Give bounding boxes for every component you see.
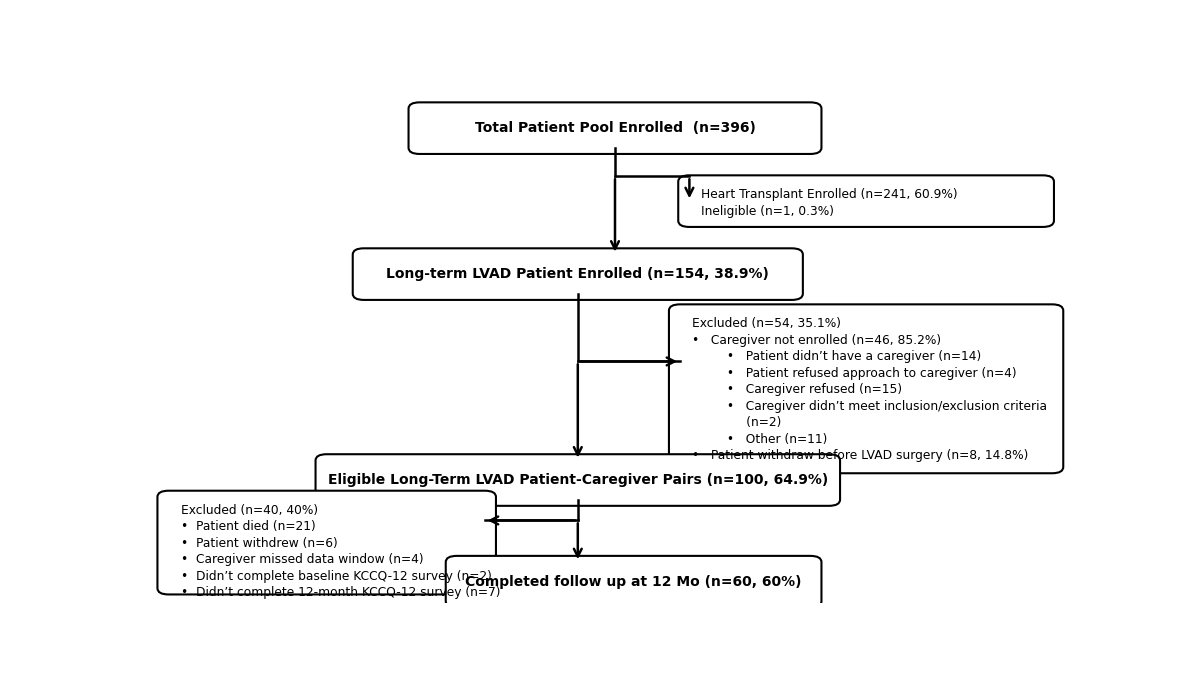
FancyBboxPatch shape: [316, 454, 840, 506]
Text: Heart Transplant Enrolled (n=241, 60.9%)
Ineligible (n=1, 0.3%): Heart Transplant Enrolled (n=241, 60.9%)…: [702, 188, 958, 218]
FancyBboxPatch shape: [408, 102, 822, 154]
Text: Long-term LVAD Patient Enrolled (n=154, 38.9%): Long-term LVAD Patient Enrolled (n=154, …: [386, 267, 769, 281]
FancyBboxPatch shape: [678, 175, 1054, 227]
FancyBboxPatch shape: [668, 305, 1063, 473]
Text: Completed follow up at 12 Mo (n=60, 60%): Completed follow up at 12 Mo (n=60, 60%): [466, 575, 802, 589]
FancyBboxPatch shape: [157, 491, 496, 594]
Text: Excluded (n=40, 40%)
•  Patient died (n=21)
•  Patient withdrew (n=6)
•  Caregiv: Excluded (n=40, 40%) • Patient died (n=2…: [181, 504, 500, 599]
FancyBboxPatch shape: [445, 556, 822, 607]
Text: Eligible Long-Term LVAD Patient-Caregiver Pairs (n=100, 64.9%): Eligible Long-Term LVAD Patient-Caregive…: [328, 473, 828, 487]
FancyBboxPatch shape: [353, 248, 803, 300]
Text: Excluded (n=54, 35.1%)
•   Caregiver not enrolled (n=46, 85.2%)
         •   Pat: Excluded (n=54, 35.1%) • Caregiver not e…: [692, 318, 1048, 462]
Text: Total Patient Pool Enrolled  (n=396): Total Patient Pool Enrolled (n=396): [474, 121, 756, 135]
